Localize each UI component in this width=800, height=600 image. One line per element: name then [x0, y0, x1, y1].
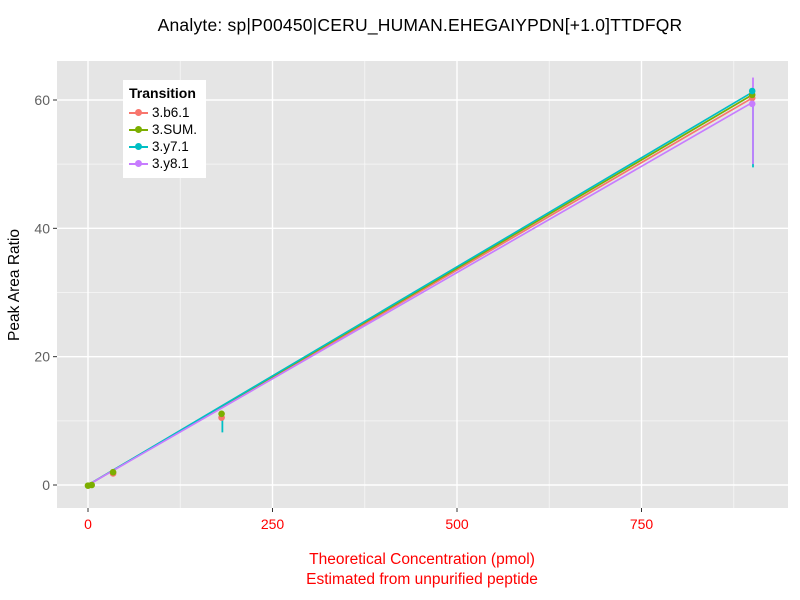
legend-item: 3.SUM.: [129, 121, 197, 138]
data-point-3-y8-1: [748, 100, 756, 108]
legend-item: 3.y7.1: [129, 138, 197, 155]
y-tick-label: 40: [34, 220, 50, 236]
x-tick-label: 0: [84, 516, 92, 532]
x-tick-label: 750: [630, 516, 654, 532]
x-tick-label: 250: [261, 516, 285, 532]
data-point-3-y7-1: [748, 87, 756, 95]
data-point-3-SUM-: [218, 410, 225, 418]
chart-title: Analyte: sp|P00450|CERU_HUMAN.EHEGAIYPDN…: [157, 15, 683, 35]
legend-items: 3.b6.1 3.SUM. 3.y7.1 3.y8.1: [129, 104, 197, 172]
legend-item-label: 3.y8.1: [152, 156, 189, 171]
legend-item-label: 3.y7.1: [152, 139, 189, 154]
x-tick-label: 500: [445, 516, 469, 532]
x-axis-title-line2: Estimated from unpurified peptide: [306, 571, 538, 588]
x-axis-title: Theoretical Concentration (pmol) Estimat…: [40, 550, 800, 590]
series-line-3-y7-1: [87, 91, 753, 486]
legend-title: Transition: [129, 85, 196, 101]
y-tick-label: 20: [34, 349, 50, 365]
data-point-3-SUM-: [109, 468, 117, 476]
legend-key-icon: [129, 121, 148, 138]
legend: Transition 3.b6.1 3.SUM. 3.y7.1 3.y8.1: [123, 80, 207, 178]
legend-key-icon: [129, 104, 148, 121]
y-axis-title: Peak Area Ratio: [6, 228, 24, 341]
series-line-3-y8-1: [87, 101, 753, 486]
legend-key-icon: [129, 138, 148, 155]
x-axis-title-line1: Theoretical Concentration (pmol): [309, 551, 535, 568]
y-tick-label: 0: [42, 477, 50, 493]
legend-item-label: 3.SUM.: [152, 122, 198, 137]
legend-item-label: 3.b6.1: [152, 105, 190, 120]
legend-item: 3.b6.1: [129, 104, 197, 121]
legend-key-icon: [129, 155, 148, 172]
data-point-3-SUM-: [88, 481, 95, 489]
y-tick-label: 60: [34, 92, 50, 108]
legend-item: 3.y8.1: [129, 155, 197, 172]
